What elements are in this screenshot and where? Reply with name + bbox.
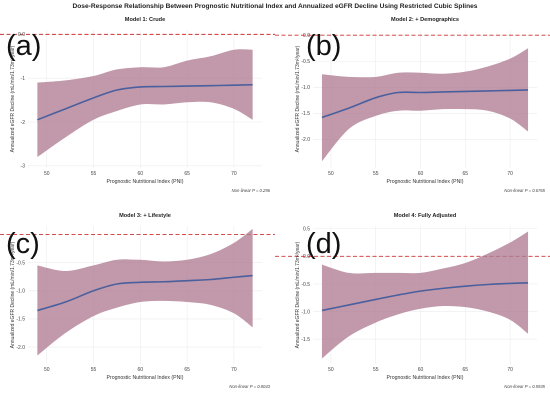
panel-b: 50 55 60 65 70 0.0 -0.5 -1.0 -1.5 -2.0 Model 2: + … <box>275 12 550 212</box>
y-tick-label: -0.5 <box>16 260 25 266</box>
confidence-band <box>37 228 253 356</box>
y-tick-label: -3 <box>21 164 26 170</box>
x-tick-label: 50 <box>328 171 334 177</box>
figure-title: Dose-Response Relationship Between Progn… <box>72 3 478 10</box>
panel-a: 50 55 60 65 70 0.0 -1 -2 -3 Model 1: Crude Prognos… <box>0 12 275 212</box>
x-tick-label: 65 <box>184 367 190 373</box>
x-axis-label: Prognostic Nutritional Index (PNI) <box>387 179 464 185</box>
confidence-band <box>321 231 529 359</box>
x-tick-label: 55 <box>373 367 379 373</box>
y-tick-label: -1.5 <box>16 317 25 323</box>
x-tick-label: 65 <box>463 171 469 177</box>
x-tick-label: 60 <box>418 367 424 373</box>
x-tick-label: 55 <box>91 367 97 373</box>
x-tick-label: 55 <box>91 171 97 177</box>
spline-chart-d: 50 55 60 65 70 0.5 0.0 -0.5 -1.0 -1.5 Model 4: Ful… <box>275 213 550 389</box>
x-tick-label: 70 <box>507 367 513 373</box>
y-tick-label: -2.0 <box>16 345 25 351</box>
x-tick-label: 50 <box>328 367 334 373</box>
x-axis-label: Prognostic Nutritional Index (PNI) <box>387 375 464 381</box>
y-tick-label: -1.5 <box>301 111 310 117</box>
x-tick-label: 60 <box>418 171 424 177</box>
x-tick-label: 50 <box>44 367 50 373</box>
y-tick-label: -0.5 <box>301 59 310 65</box>
y-tick-label: 0.0 <box>303 33 310 39</box>
nonlinear-p-annotation: Non-linear P = 0.5935 <box>504 384 545 389</box>
spline-chart-a: 50 55 60 65 70 0.0 -1 -2 -3 Model 1: Crude Prognos… <box>0 17 275 193</box>
y-tick-label: -2.0 <box>301 137 310 143</box>
x-tick-label: 55 <box>373 171 379 177</box>
panel-label-a: (a) <box>6 30 42 62</box>
panel-c: 50 55 60 65 70 -0.5 -1.0 -1.5 -2.0 Model 3: + Lif… <box>0 208 275 408</box>
y-tick-label: -1.0 <box>301 309 310 315</box>
y-tick-label: 0.0 <box>18 32 25 38</box>
panel-d: 50 55 60 65 70 0.5 0.0 -0.5 -1.0 -1.5 Model 4: Ful… <box>275 208 550 408</box>
y-tick-label: -1.0 <box>301 85 310 91</box>
x-tick-label: 70 <box>231 171 237 177</box>
spline-chart-b: 50 55 60 65 70 0.0 -0.5 -1.0 -1.5 -2.0 Model 2: + … <box>275 17 550 193</box>
y-axis-label: Annualized eGFR Decline (mL/min/1.73m²/y… <box>10 45 16 152</box>
panel-label-c: (c) <box>6 228 40 260</box>
panel-title: Model 1: Crude <box>125 17 165 23</box>
y-tick-label: 0.0 <box>303 254 310 260</box>
x-axis-label: Prognostic Nutritional Index (PNI) <box>107 375 184 381</box>
y-tick-label: -1.5 <box>301 337 310 343</box>
x-tick-label: 60 <box>138 367 144 373</box>
x-tick-label: 70 <box>231 367 237 373</box>
y-tick-label: 0.5 <box>303 227 310 233</box>
nonlinear-p-annotation: Non-linear P = 0.6765 <box>504 188 545 193</box>
y-axis-label: Annualized eGFR Decline (mL/min/1.73m²/y… <box>10 241 16 348</box>
nonlinear-p-annotation: Non-linear P = 0.296 <box>232 188 271 193</box>
y-tick-label: -1 <box>21 76 26 82</box>
x-tick-label: 60 <box>138 171 144 177</box>
x-tick-label: 50 <box>44 171 50 177</box>
confidence-band <box>321 48 529 162</box>
y-axis-label: Annualized eGFR Decline (mL/min/1.73m²/y… <box>295 45 301 152</box>
panel-label-d: (d) <box>306 228 342 260</box>
panel-title: Model 3: + Lifestyle <box>119 213 171 219</box>
panel-title: Model 2: + Demographics <box>391 17 459 23</box>
spline-curve <box>37 274 253 312</box>
spline-curve <box>321 89 529 119</box>
x-tick-label: 65 <box>184 171 190 177</box>
spline-curve <box>321 282 529 312</box>
spline-curve <box>37 83 253 121</box>
y-axis-label: Annualized eGFR Decline (mL/min/1.73m²/y… <box>295 241 301 348</box>
y-tick-label: -2 <box>21 120 26 126</box>
nonlinear-p-annotation: Non-linear P = 0.8043 <box>229 384 270 389</box>
y-tick-label: -1.0 <box>16 289 25 295</box>
x-tick-label: 65 <box>463 367 469 373</box>
spline-chart-c: 50 55 60 65 70 -0.5 -1.0 -1.5 -2.0 Model 3: + Lif… <box>0 213 275 389</box>
x-tick-label: 70 <box>507 171 513 177</box>
panel-title: Model 4: Fully Adjusted <box>394 213 457 219</box>
y-tick-label: -0.5 <box>301 282 310 288</box>
confidence-band <box>37 49 253 158</box>
x-axis-label: Prognostic Nutritional Index (PNI) <box>107 179 184 185</box>
panel-label-b: (b) <box>306 30 342 62</box>
